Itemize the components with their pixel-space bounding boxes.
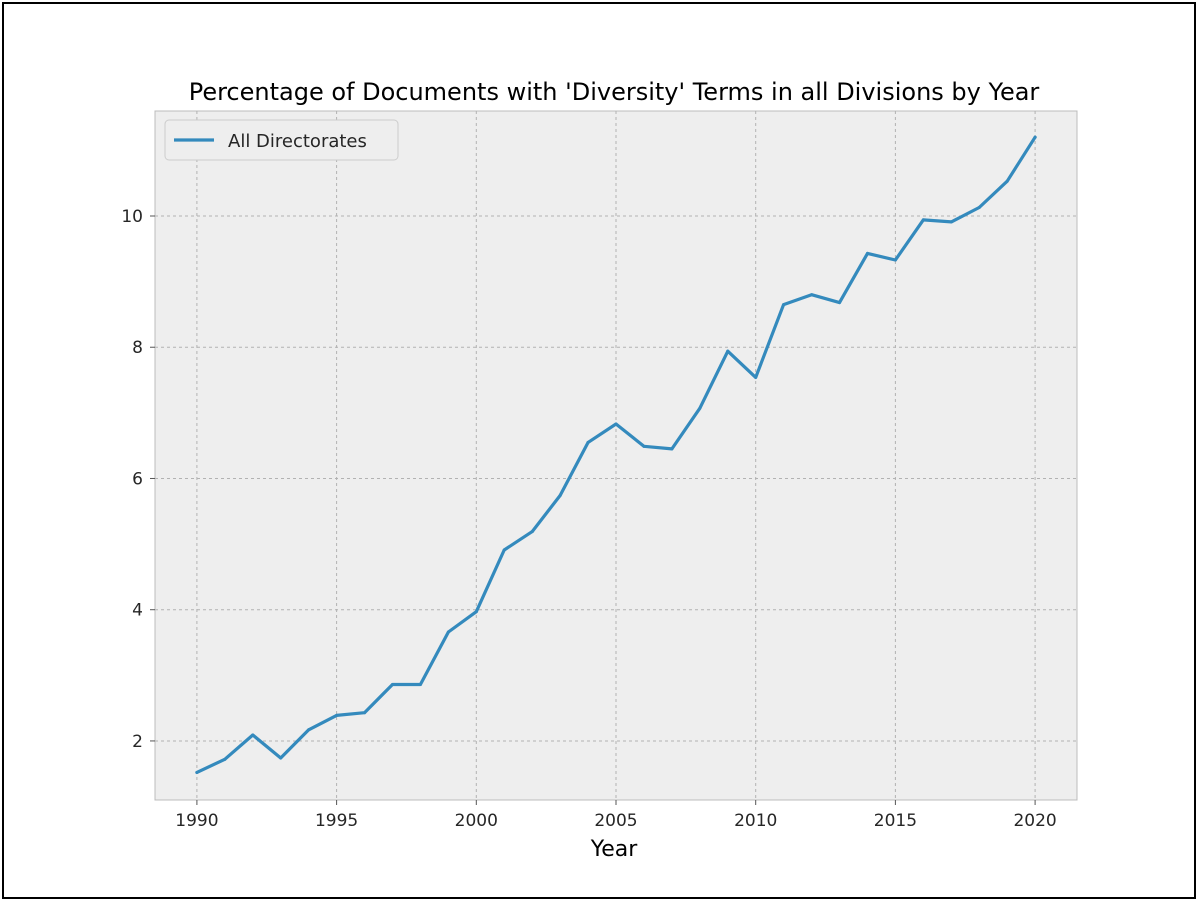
data-point — [279, 756, 283, 760]
legend-label-all-directorates: All Directorates — [228, 131, 367, 152]
grid-lines — [155, 111, 1077, 800]
data-point — [921, 218, 925, 222]
x-axis-title: Year — [590, 837, 639, 862]
x-tick-label: 2000 — [455, 811, 498, 831]
data-point — [474, 610, 478, 614]
data-point — [642, 444, 646, 448]
data-point — [558, 494, 562, 498]
data-point — [782, 303, 786, 307]
data-point — [1033, 135, 1037, 139]
data-point — [614, 422, 618, 426]
y-tick-label: 4 — [132, 601, 143, 621]
data-point — [865, 251, 869, 255]
data-point — [726, 349, 730, 353]
legend-box — [164, 119, 399, 161]
x-tick-label: 1990 — [175, 811, 218, 831]
data-point — [754, 375, 758, 379]
data-point — [502, 548, 506, 552]
data-point — [1005, 179, 1009, 183]
data-point — [363, 711, 367, 715]
y-tick-label: 6 — [132, 469, 143, 489]
data-point — [670, 447, 674, 451]
data-point — [418, 683, 422, 687]
data-point — [698, 406, 702, 410]
data-point — [810, 293, 814, 297]
axis-ticks: 1990 1995 2000 2005 2010 2015 2020 2 4 6 8 10 — [121, 207, 1056, 831]
data-point — [251, 733, 255, 737]
data-point — [223, 757, 227, 761]
series-layer — [195, 135, 1037, 775]
data-point — [307, 728, 311, 732]
chart-title: Percentage of Documents with 'Diversity'… — [189, 78, 1040, 106]
data-point — [838, 301, 842, 305]
x-tick-label: 1995 — [315, 811, 358, 831]
x-tick-label: 2015 — [874, 811, 917, 831]
y-tick-label: 2 — [132, 732, 143, 752]
data-point — [335, 713, 339, 717]
data-point — [949, 220, 953, 224]
data-point — [977, 205, 981, 209]
data-point — [586, 440, 590, 444]
data-point — [446, 630, 450, 634]
data-point — [530, 530, 534, 534]
x-tick-label: 2020 — [1013, 811, 1056, 831]
data-point — [390, 683, 394, 687]
y-tick-label: 8 — [132, 338, 143, 358]
x-tick-label: 2005 — [594, 811, 637, 831]
data-point — [195, 770, 199, 774]
legend: All Directorates — [164, 119, 399, 161]
data-point — [893, 258, 897, 262]
x-tick-label: 2010 — [734, 811, 777, 831]
y-tick-label: 10 — [121, 207, 143, 227]
